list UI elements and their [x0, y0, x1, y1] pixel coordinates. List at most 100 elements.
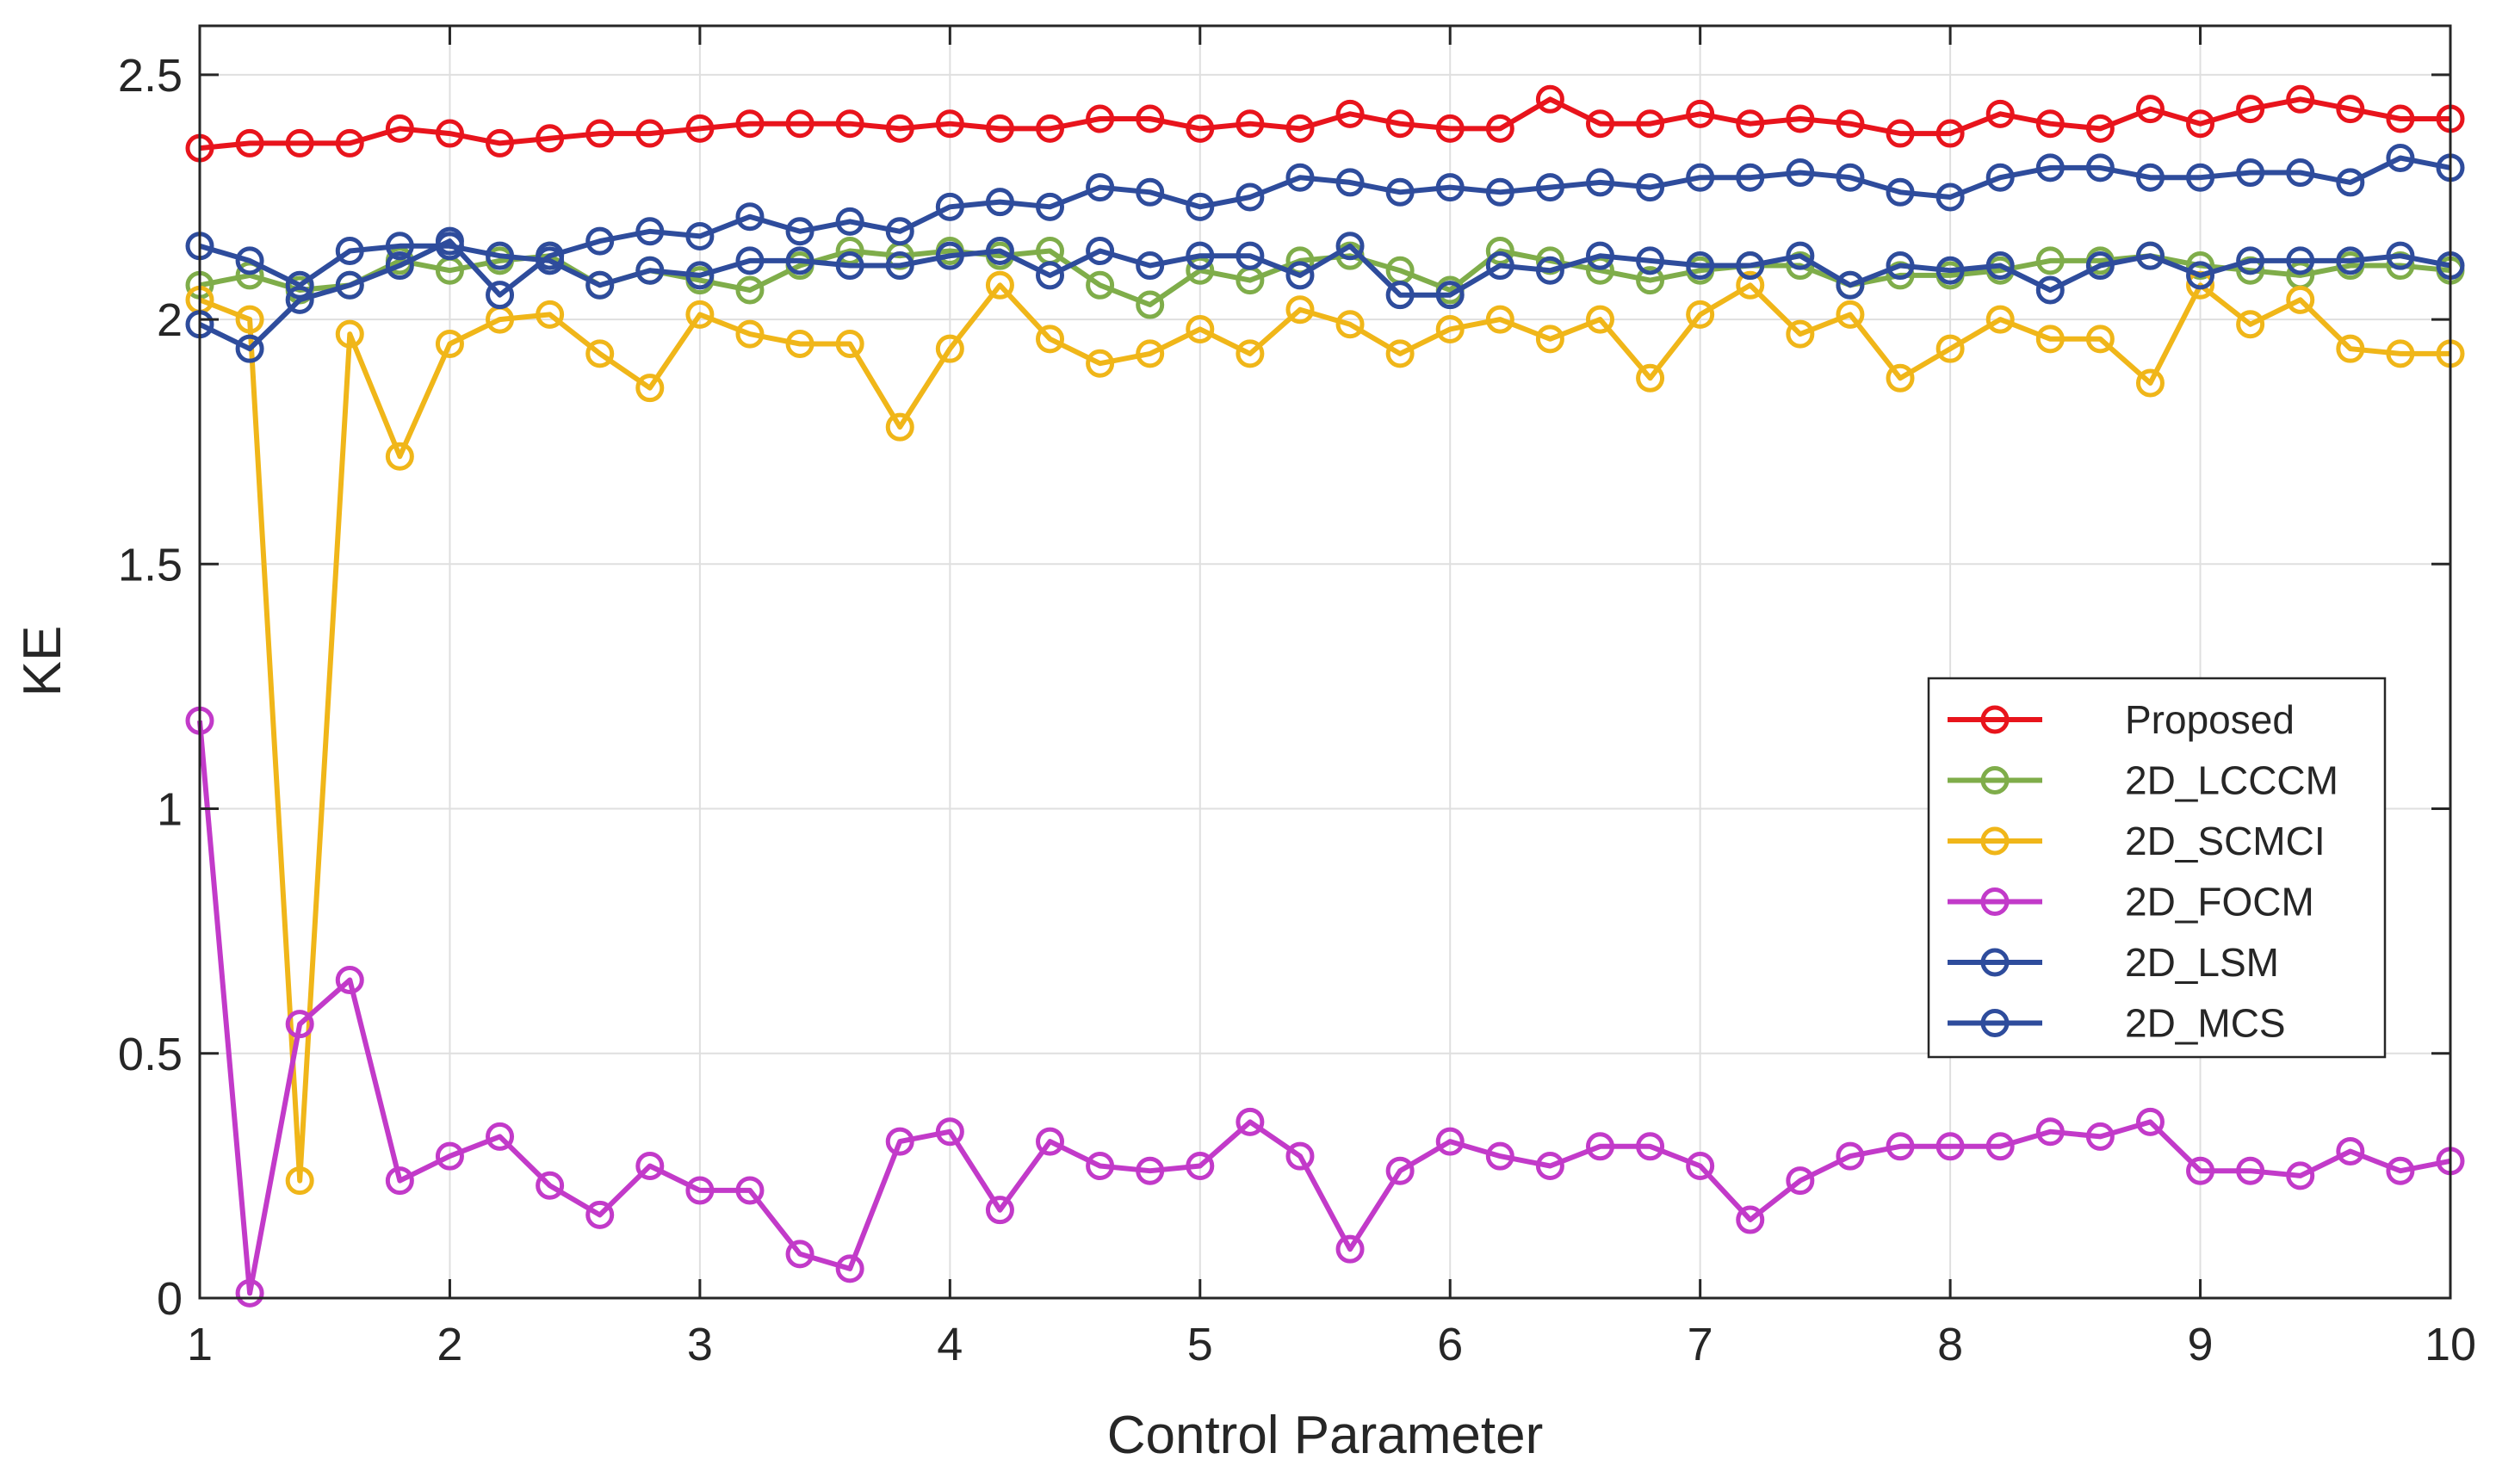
- data-point-proposed: [1186, 114, 1215, 143]
- data-point-2d-focm: [1535, 1152, 1564, 1181]
- data-point-proposed: [536, 124, 565, 153]
- data-point-2d-mcs: [2386, 143, 2415, 172]
- data-point-proposed: [1435, 114, 1465, 143]
- legend-swatch-marker: [1980, 826, 2010, 856]
- data-point-proposed: [1836, 109, 1865, 139]
- data-point-2d-scmci: [2386, 339, 2415, 368]
- legend-label: 2D_MCS: [2125, 1001, 2286, 1046]
- series-2d-focm: [185, 706, 2465, 1308]
- data-point-2d-focm: [2035, 1117, 2065, 1147]
- series-layer: [185, 84, 2465, 1308]
- data-point-2d-scmci: [1985, 305, 2015, 334]
- data-point-2d-lsm: [2236, 246, 2265, 275]
- data-point-2d-scmci: [536, 300, 565, 329]
- data-point-2d-mcs: [536, 241, 565, 270]
- data-point-proposed: [2236, 95, 2265, 124]
- plot-area: [200, 26, 2450, 1298]
- data-point-proposed: [1786, 104, 1815, 133]
- data-point-2d-scmci: [835, 330, 864, 358]
- data-point-2d-mcs: [1935, 182, 1965, 212]
- data-point-2d-mcs: [1886, 177, 1915, 207]
- data-point-2d-scmci: [1236, 339, 1265, 368]
- data-point-proposed: [2135, 95, 2165, 124]
- data-point-proposed: [1636, 109, 1665, 139]
- data-point-proposed: [486, 128, 515, 158]
- data-point-2d-scmci: [1636, 363, 1665, 393]
- data-point-2d-scmci: [635, 374, 665, 403]
- legend-item-2d-scmci: 2D_SCMCI: [1948, 819, 2326, 863]
- data-point-2d-scmci: [585, 339, 615, 368]
- data-point-2d-scmci: [1435, 314, 1465, 343]
- axis-ticks: 1 2 3 4 5 6 7 8 9 10 0 0.5 1 1.5 2 2.5: [118, 26, 2476, 1370]
- data-point-proposed: [1686, 99, 1715, 128]
- data-point-2d-mcs: [486, 281, 515, 310]
- data-point-proposed: [585, 119, 615, 148]
- data-point-2d-focm: [1086, 1152, 1115, 1181]
- data-point-2d-lsm: [1636, 246, 1665, 275]
- data-point-2d-mcs: [335, 270, 364, 300]
- data-point-2d-focm: [1485, 1141, 1514, 1171]
- data-point-2d-lsm: [486, 241, 515, 270]
- data-point-2d-focm: [1186, 1152, 1215, 1181]
- data-point-2d-mcs: [1485, 177, 1514, 207]
- data-point-2d-focm: [1736, 1205, 1765, 1234]
- data-point-2d-lsm: [335, 236, 364, 265]
- x-tick-label: 6: [1437, 1319, 1463, 1370]
- data-point-2d-lsm: [235, 246, 264, 275]
- data-point-2d-lsm: [2186, 261, 2215, 290]
- x-tick-label: 8: [1937, 1319, 1963, 1370]
- data-point-2d-lsm: [835, 251, 864, 281]
- data-point-2d-focm: [885, 1127, 914, 1156]
- data-point-2d-focm: [985, 1196, 1014, 1225]
- data-point-2d-focm: [385, 1166, 414, 1196]
- series-2d-scmci: [185, 270, 2465, 1196]
- data-point-proposed: [2386, 104, 2415, 133]
- data-point-2d-mcs: [635, 217, 665, 246]
- data-point-2d-mcs: [1036, 192, 1065, 221]
- data-point-2d-scmci: [2286, 285, 2315, 314]
- y-tick-label: 0: [157, 1273, 183, 1325]
- legend-label: 2D_LSM: [2125, 940, 2279, 985]
- data-point-2d-lsm: [1036, 261, 1065, 290]
- data-point-2d-lsm: [1086, 236, 1115, 265]
- data-point-2d-lsm: [2336, 246, 2365, 275]
- data-point-2d-focm: [1786, 1166, 1815, 1196]
- data-point-2d-focm: [835, 1254, 864, 1283]
- data-point-proposed: [1736, 109, 1765, 139]
- data-point-2d-focm: [735, 1176, 765, 1205]
- data-point-proposed: [1535, 84, 1564, 114]
- data-point-proposed: [935, 109, 964, 139]
- data-point-2d-scmci: [1285, 295, 1315, 325]
- data-point-2d-focm: [635, 1152, 665, 1181]
- data-point-2d-scmci: [335, 319, 364, 349]
- y-tick-label: 0.5: [118, 1029, 183, 1080]
- data-point-2d-mcs: [2035, 153, 2065, 182]
- data-point-2d-lsm: [885, 251, 914, 281]
- data-point-proposed: [2286, 84, 2315, 114]
- data-point-proposed: [235, 128, 264, 158]
- data-point-2d-scmci: [1786, 319, 1815, 349]
- data-point-2d-focm: [435, 1141, 464, 1171]
- legend-item-2d-lcccm: 2D_LCCCM: [1948, 758, 2338, 803]
- data-point-2d-focm: [1886, 1132, 1915, 1161]
- legend-swatch-marker: [1980, 705, 2010, 734]
- data-point-2d-lsm: [1186, 241, 1215, 270]
- data-point-proposed: [1585, 109, 1614, 139]
- legend-item-2d-mcs: 2D_MCS: [1948, 1001, 2286, 1046]
- data-point-2d-scmci: [285, 1166, 314, 1196]
- data-point-proposed: [435, 119, 464, 148]
- data-point-2d-lcccm: [735, 275, 765, 305]
- data-point-proposed: [1086, 104, 1115, 133]
- data-point-2d-lcccm: [1636, 266, 1665, 295]
- data-point-2d-lsm: [2286, 246, 2315, 275]
- data-point-2d-focm: [1985, 1132, 2015, 1161]
- series-proposed: [185, 84, 2465, 163]
- data-point-2d-focm: [935, 1117, 964, 1147]
- data-point-2d-scmci: [235, 305, 264, 334]
- legend-swatch-marker: [1980, 948, 2010, 977]
- data-point-2d-mcs: [585, 226, 615, 256]
- data-point-2d-focm: [1136, 1156, 1165, 1185]
- data-point-2d-focm: [1636, 1132, 1665, 1161]
- data-point-2d-lsm: [1786, 241, 1815, 270]
